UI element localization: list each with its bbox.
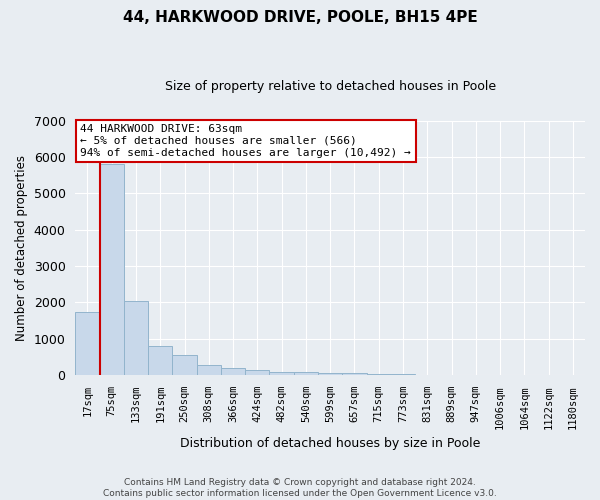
Bar (124, 300, 148, 375)
Bar (367, 374, 391, 375)
Bar (391, 374, 415, 375)
Bar (172, 355, 197, 375)
Title: Size of property relative to detached houses in Poole: Size of property relative to detached ho… (164, 80, 496, 93)
Bar (342, 374, 367, 375)
Bar (294, 372, 318, 375)
Bar (245, 370, 269, 375)
X-axis label: Distribution of detached houses by size in Poole: Distribution of detached houses by size … (180, 437, 481, 450)
Y-axis label: Number of detached properties: Number of detached properties (15, 155, 28, 341)
Bar (148, 346, 172, 375)
Bar (197, 365, 221, 375)
Text: 44, HARKWOOD DRIVE, POOLE, BH15 4PE: 44, HARKWOOD DRIVE, POOLE, BH15 4PE (122, 10, 478, 25)
Text: Contains HM Land Registry data © Crown copyright and database right 2024.
Contai: Contains HM Land Registry data © Crown c… (103, 478, 497, 498)
Bar (269, 372, 294, 375)
Bar (415, 374, 439, 375)
Bar (100, 164, 124, 375)
Bar (75, 312, 100, 375)
Bar (221, 368, 245, 375)
Text: 44 HARKWOOD DRIVE: 63sqm
← 5% of detached houses are smaller (566)
94% of semi-d: 44 HARKWOOD DRIVE: 63sqm ← 5% of detache… (80, 124, 411, 158)
Bar (318, 373, 342, 375)
